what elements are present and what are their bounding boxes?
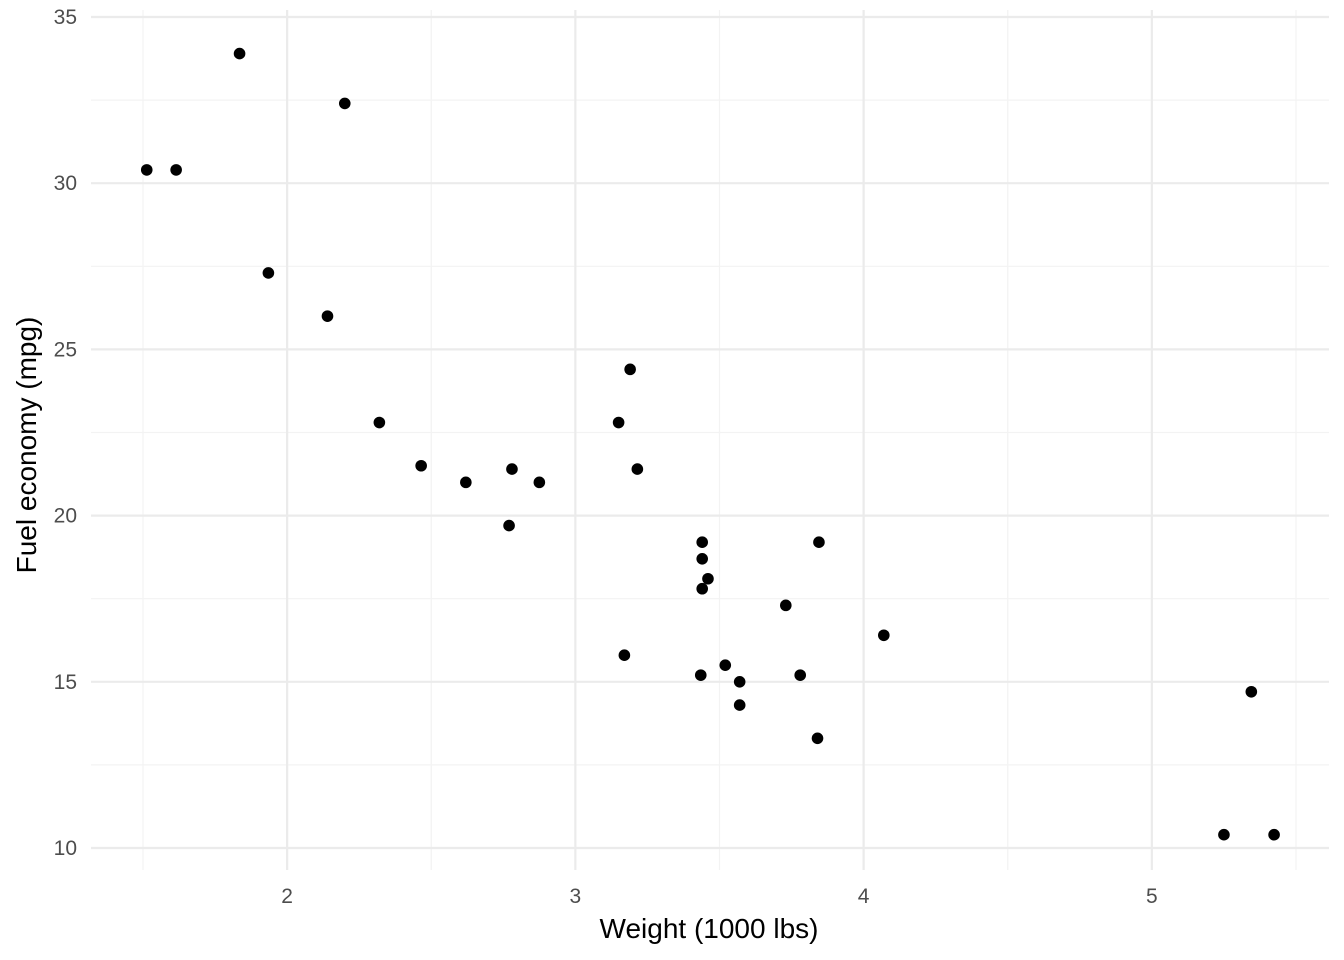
y-tick-label: 10 [54, 837, 77, 860]
data-point [696, 553, 709, 565]
x-axis-title: Weight (1000 lbs) [600, 913, 819, 944]
data-point [813, 536, 825, 548]
x-tick-label: 4 [858, 885, 870, 908]
data-point [233, 47, 246, 60]
y-tick-label: 35 [54, 6, 77, 29]
y-tick-label: 30 [54, 172, 77, 195]
data-point [702, 572, 714, 585]
data-point [624, 363, 636, 376]
data-point [1218, 828, 1230, 841]
data-point [373, 416, 386, 429]
data-point [733, 699, 746, 711]
data-point [506, 463, 518, 475]
x-tick-label: 5 [1146, 885, 1158, 908]
data-point [719, 659, 732, 671]
data-point [794, 669, 807, 681]
data-point [696, 582, 709, 595]
x-tick-label: 2 [281, 885, 293, 908]
data-point [631, 463, 644, 475]
y-tick-label: 15 [54, 671, 77, 694]
data-point [262, 267, 275, 279]
data-point [1245, 685, 1258, 698]
data-point [694, 669, 707, 681]
data-point [140, 164, 153, 176]
data-point [612, 416, 625, 429]
data-point [733, 676, 746, 688]
minor-gridlines [91, 10, 1329, 870]
data-point [1268, 828, 1280, 841]
major-gridlines [91, 10, 1329, 870]
data-point [415, 459, 427, 472]
y-axis-tick-labels: 10 15 20 25 30 35 [54, 6, 77, 860]
data-point [460, 476, 472, 489]
data-point [779, 599, 792, 612]
x-tick-label: 3 [570, 885, 582, 908]
data-points [140, 47, 1280, 841]
data-point [696, 536, 709, 548]
data-point [618, 649, 631, 662]
y-tick-label: 20 [54, 505, 77, 528]
data-point [878, 629, 890, 642]
x-axis-tick-labels: 2 3 4 5 [281, 885, 1157, 908]
data-point [338, 97, 351, 110]
y-tick-label: 25 [54, 338, 77, 361]
data-point [170, 164, 182, 176]
data-point [503, 519, 515, 532]
data-point [321, 310, 334, 322]
y-axis-title: Fuel economy (mpg) [11, 317, 42, 574]
data-point [533, 476, 546, 489]
data-point [811, 732, 824, 745]
